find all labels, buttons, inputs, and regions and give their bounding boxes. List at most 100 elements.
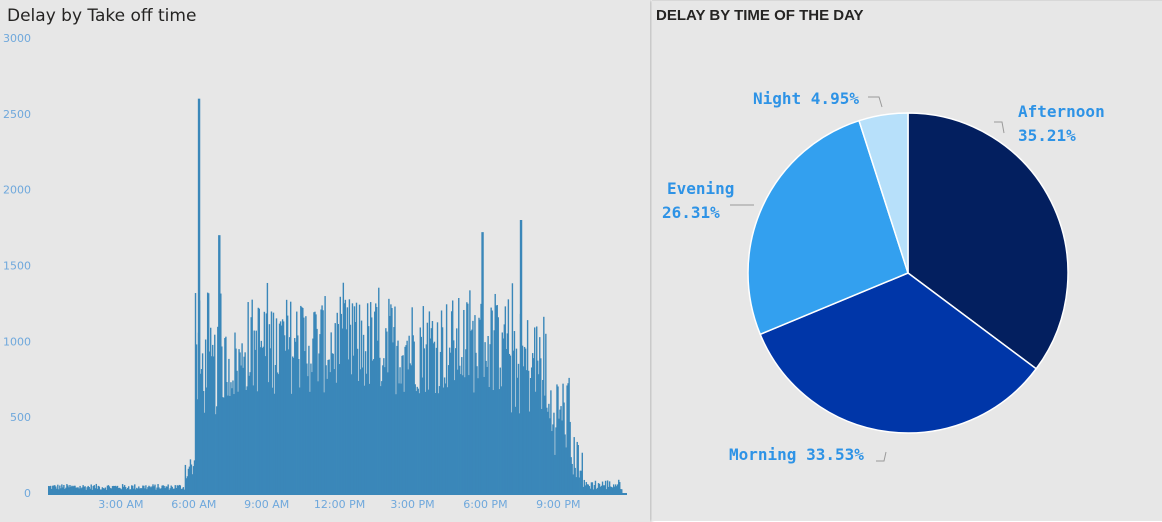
delay-bar[interactable]: [297, 335, 299, 493]
delay-bar[interactable]: [411, 307, 413, 493]
delay-bar[interactable]: [510, 412, 513, 493]
delay-bar[interactable]: [512, 350, 515, 493]
delay-bar[interactable]: [57, 484, 59, 493]
delay-bar[interactable]: [249, 372, 251, 493]
delay-bar[interactable]: [415, 391, 417, 493]
delay-bar[interactable]: [433, 341, 436, 493]
delay-bar[interactable]: [553, 412, 555, 493]
delay-bar[interactable]: [527, 370, 530, 493]
delay-bar[interactable]: [222, 397, 224, 493]
delay-bar-peak[interactable]: [519, 220, 523, 493]
delay-bar[interactable]: [550, 390, 552, 493]
delay-bars[interactable]: [48, 98, 627, 495]
delay-bar[interactable]: [592, 489, 595, 493]
delay-bar[interactable]: [546, 407, 548, 493]
delay-bar[interactable]: [253, 330, 255, 493]
delay-bar[interactable]: [364, 351, 367, 493]
delay-bar[interactable]: [143, 485, 145, 493]
delay-bar[interactable]: [221, 346, 223, 493]
delay-by-time-of-day-pie[interactable]: Afternoon 35.21% Morning 33.53% Evening …: [652, 1, 1162, 521]
delay-bar[interactable]: [94, 488, 96, 493]
delay-bar[interactable]: [608, 481, 611, 493]
delay-bar[interactable]: [528, 411, 531, 493]
delay-bar[interactable]: [246, 386, 248, 493]
delay-bar[interactable]: [539, 337, 541, 493]
delay-bar[interactable]: [74, 485, 76, 493]
delay-bar[interactable]: [349, 324, 352, 493]
delay-bar[interactable]: [301, 307, 303, 493]
delay-bar[interactable]: [588, 486, 591, 493]
delay-bar[interactable]: [621, 489, 623, 493]
delay-bar[interactable]: [162, 485, 164, 493]
delay-bar[interactable]: [100, 489, 103, 493]
delay-bar[interactable]: [86, 487, 88, 493]
delay-bar[interactable]: [255, 330, 257, 493]
delay-bar[interactable]: [517, 363, 520, 493]
delay-bar[interactable]: [473, 392, 475, 493]
delay-bar[interactable]: [360, 320, 363, 493]
delay-bar[interactable]: [446, 387, 449, 493]
delay-bar[interactable]: [615, 484, 617, 493]
delay-bar[interactable]: [279, 321, 282, 493]
delay-bar[interactable]: [61, 484, 63, 493]
delay-bar[interactable]: [76, 487, 78, 493]
delay-bar[interactable]: [423, 348, 426, 493]
delay-bar[interactable]: [571, 463, 573, 493]
delay-bar[interactable]: [428, 311, 431, 493]
delay-bar[interactable]: [240, 365, 242, 493]
delay-bar[interactable]: [445, 304, 448, 493]
delay-bar[interactable]: [561, 420, 563, 493]
delay-bar[interactable]: [509, 355, 512, 493]
delay-bar[interactable]: [424, 391, 427, 493]
delay-bar[interactable]: [127, 486, 130, 493]
delay-bar[interactable]: [535, 391, 537, 493]
delay-bar[interactable]: [498, 389, 500, 493]
delay-bar[interactable]: [491, 310, 493, 493]
delay-bar[interactable]: [524, 348, 527, 493]
delay-bar[interactable]: [339, 296, 341, 493]
delay-bar[interactable]: [405, 345, 407, 493]
delay-bar[interactable]: [572, 474, 574, 493]
delay-bar[interactable]: [382, 365, 384, 493]
delay-bar[interactable]: [64, 489, 66, 493]
delay-bar[interactable]: [82, 485, 84, 493]
delay-bar[interactable]: [70, 486, 72, 493]
delay-bar[interactable]: [236, 370, 238, 493]
delay-bar[interactable]: [299, 387, 301, 493]
delay-bar[interactable]: [293, 357, 295, 493]
delay-bar[interactable]: [208, 351, 211, 493]
delay-bar[interactable]: [233, 394, 235, 493]
delay-bar[interactable]: [350, 374, 353, 493]
delay-bar[interactable]: [291, 393, 293, 493]
delay-bar[interactable]: [302, 307, 304, 493]
delay-bar[interactable]: [295, 341, 297, 493]
delay-bar[interactable]: [136, 487, 138, 493]
delay-bar[interactable]: [455, 348, 457, 493]
pie-slice-morning[interactable]: [759, 272, 1038, 434]
delay-bar[interactable]: [480, 303, 482, 493]
delay-bar[interactable]: [616, 486, 618, 493]
delay-bar[interactable]: [103, 488, 106, 493]
delay-bar[interactable]: [183, 489, 186, 493]
delay-bar[interactable]: [181, 488, 184, 493]
delay-bar[interactable]: [353, 306, 356, 493]
delay-bar[interactable]: [217, 326, 219, 493]
delay-bar[interactable]: [388, 298, 390, 493]
delay-bar[interactable]: [435, 347, 438, 493]
delay-bar[interactable]: [374, 311, 376, 493]
delay-bar[interactable]: [104, 487, 107, 493]
delay-bar[interactable]: [351, 303, 354, 493]
delay-bar[interactable]: [265, 313, 268, 493]
delay-bar[interactable]: [417, 388, 419, 493]
delay-bar[interactable]: [317, 381, 319, 493]
delay-bar[interactable]: [215, 414, 217, 493]
delay-bar[interactable]: [386, 331, 388, 493]
delay-bar[interactable]: [101, 487, 104, 493]
delay-bar[interactable]: [337, 323, 339, 493]
delay-bar[interactable]: [161, 485, 163, 493]
delay-by-time-of-day-panel[interactable]: DELAY BY TIME OF THE DAY Afternoon 35.21…: [652, 0, 1162, 521]
delay-bar[interactable]: [496, 305, 498, 493]
delay-bar[interactable]: [450, 311, 453, 493]
delay-bar[interactable]: [115, 486, 118, 493]
delay-bar[interactable]: [117, 488, 120, 493]
